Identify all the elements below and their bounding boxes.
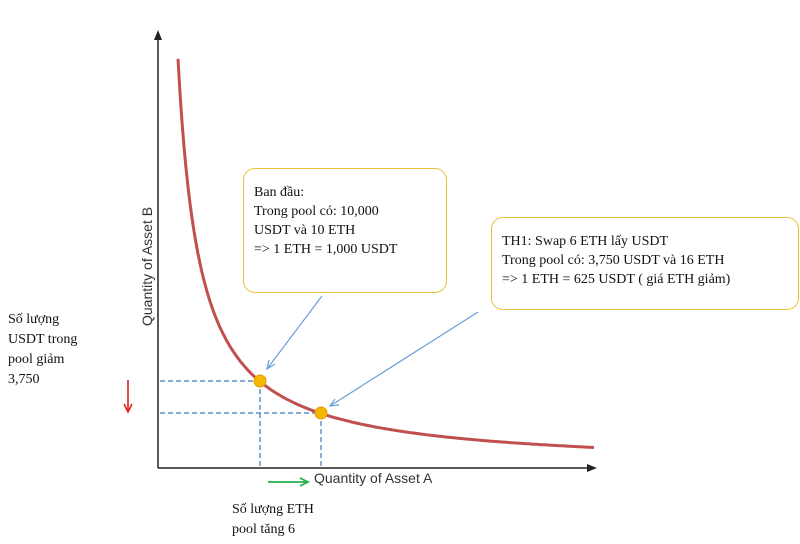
callout-th1-state: TH1: Swap 6 ETH lấy USDT Trong pool có: …	[491, 217, 799, 310]
callout-initial-line-4: => 1 ETH = 1,000 USDT	[254, 242, 398, 257]
eth-note-line-1: Số lượng ETH	[232, 502, 314, 517]
x-axis-arrow	[587, 464, 597, 472]
usdt-decrease-arrow-head	[123, 403, 133, 414]
callout-th1-line-1: TH1: Swap 6 ETH lấy USDT	[502, 234, 669, 249]
usdt-note-line-1: Số lượng	[8, 312, 60, 327]
usdt-note-line-4: 3,750	[8, 372, 40, 387]
y-axis-label: Quantity of Asset B	[139, 207, 155, 326]
callout-initial-line-3: USDT và 10 ETH	[254, 223, 356, 238]
pointer-initial-head	[266, 359, 276, 371]
eth-increase-arrow-head	[299, 477, 311, 487]
usdt-note-line-3: pool giảm	[8, 352, 65, 367]
constant-product-curve	[176, 58, 595, 449]
usdt-decrease-note: Số lượng USDT trong pool giảm 3,750	[8, 310, 77, 390]
y-axis-arrow	[154, 30, 162, 40]
eth-note-line-2: pool tăng 6	[232, 522, 295, 537]
point-initial	[253, 374, 267, 388]
usdt-note-line-2: USDT trong	[8, 332, 78, 347]
callout-initial-line-1: Ban đầu:	[254, 185, 305, 200]
pointer-th1-head	[328, 398, 340, 407]
eth-increase-note: Số lượng ETH pool tăng 6	[232, 500, 314, 540]
pointer-initial	[266, 295, 323, 370]
pointer-th1	[329, 311, 479, 407]
callout-th1-line-2: Trong pool có: 3,750 USDT và 16 ETH	[502, 253, 725, 268]
callout-initial-line-2: Trong pool có: 10,000	[254, 204, 379, 219]
point-after	[314, 406, 328, 420]
callout-initial-state: Ban đầu: Trong pool có: 10,000 USDT và 1…	[243, 168, 447, 293]
callout-th1-line-3: => 1 ETH = 625 USDT ( giá ETH giảm)	[502, 272, 731, 287]
x-axis-label: Quantity of Asset A	[314, 470, 433, 486]
